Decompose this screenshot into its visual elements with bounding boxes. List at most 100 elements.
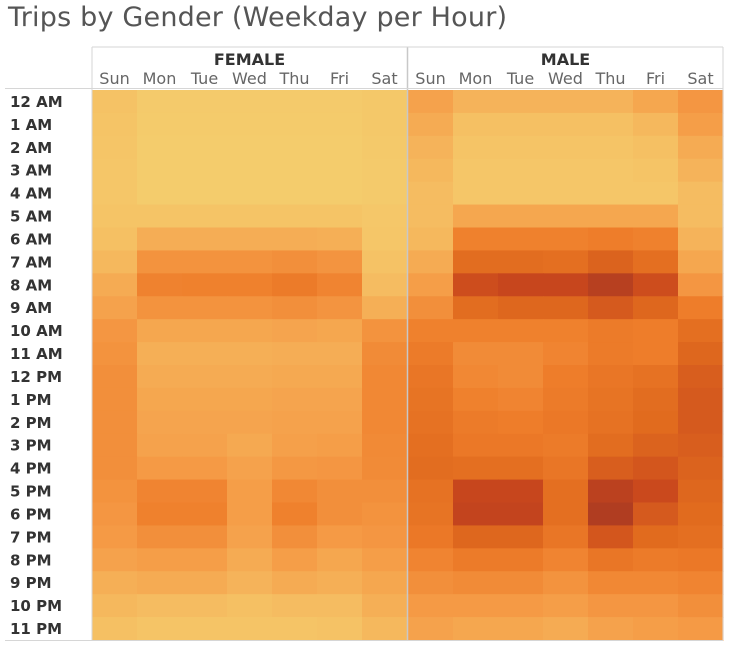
heatmap-cell <box>227 90 273 114</box>
heatmap-cell <box>317 90 363 114</box>
heatmap-cell <box>543 227 589 252</box>
heatmap-cell <box>317 433 363 458</box>
heatmap-cell <box>362 387 408 412</box>
heatmap-cell <box>137 135 183 160</box>
heatmap-cell <box>227 250 273 274</box>
day-label: Thu <box>278 69 309 88</box>
heatmap-cell <box>588 296 634 320</box>
heatmap-cell <box>588 433 634 458</box>
heatmap-cell <box>137 479 183 504</box>
heatmap-cell <box>408 112 454 137</box>
heatmap-cell <box>272 525 318 549</box>
hour-label: 1 AM <box>10 116 52 134</box>
heatmap-cell <box>272 594 318 618</box>
heatmap-cell <box>408 296 454 320</box>
heatmap-cell <box>498 204 544 229</box>
heatmap-cell <box>182 433 228 458</box>
heatmap-cell <box>182 617 228 641</box>
heatmap-cell <box>92 181 138 206</box>
heatmap-cell <box>362 342 408 366</box>
heatmap-cell <box>317 410 363 435</box>
heatmap-cell <box>227 158 273 183</box>
heatmap-cell <box>227 204 273 229</box>
heatmap-cell <box>678 250 724 274</box>
heatmap-cell <box>453 365 499 389</box>
heatmap-cell <box>543 525 589 549</box>
heatmap-cell <box>92 135 138 160</box>
heatmap-cell <box>182 296 228 320</box>
heatmap-cell <box>678 204 724 229</box>
heatmap-cell <box>498 273 544 297</box>
heatmap-cell <box>317 387 363 412</box>
heatmap-cell <box>588 525 634 549</box>
heatmap-cell <box>272 479 318 504</box>
heatmap-cell <box>633 90 679 114</box>
heatmap-cell <box>272 387 318 412</box>
heatmap-cell <box>633 112 679 137</box>
heatmap-cell <box>92 479 138 504</box>
heatmap-cell <box>453 342 499 366</box>
heatmap-cell <box>317 342 363 366</box>
heatmap-cell <box>498 90 544 114</box>
hour-label: 6 PM <box>10 505 52 523</box>
heatmap-cell <box>498 456 544 481</box>
heatmap-cell <box>272 410 318 435</box>
heatmap-cell <box>182 456 228 481</box>
heatmap-cell <box>498 525 544 549</box>
heatmap-cell <box>182 90 228 114</box>
heatmap-cell <box>317 502 363 527</box>
hour-label: 12 PM <box>10 368 62 386</box>
hour-label: 11 PM <box>10 620 62 638</box>
heatmap-cell <box>453 433 499 458</box>
heatmap-cell <box>92 433 138 458</box>
heatmap-cell <box>92 525 138 549</box>
heatmap-cell <box>137 433 183 458</box>
heatmap-cell <box>453 525 499 549</box>
heatmap-cell <box>408 342 454 366</box>
heatmap-cell <box>272 112 318 137</box>
hour-label: 8 AM <box>10 276 52 294</box>
heatmap-cell <box>182 410 228 435</box>
heatmap-cell <box>227 525 273 549</box>
heatmap-cell <box>408 410 454 435</box>
heatmap-cell <box>137 365 183 389</box>
heatmap-cell <box>92 90 138 114</box>
heatmap-cell <box>588 342 634 366</box>
heatmap-cell <box>498 296 544 320</box>
heatmap-cell <box>227 135 273 160</box>
heatmap-cell <box>408 502 454 527</box>
heatmap-cell <box>362 250 408 274</box>
heatmap-cell <box>588 319 634 343</box>
heatmap-cell <box>362 410 408 435</box>
hour-label: 3 PM <box>10 437 52 455</box>
heatmap-cell <box>543 433 589 458</box>
heatmap-cell <box>678 296 724 320</box>
heatmap-cell <box>498 502 544 527</box>
heatmap-cell <box>137 296 183 320</box>
hour-label: 8 PM <box>10 551 52 569</box>
heatmap-cell <box>317 204 363 229</box>
heatmap-cell <box>92 342 138 366</box>
heatmap-cell <box>588 571 634 595</box>
heatmap-cell <box>92 617 138 641</box>
heatmap-cell <box>453 296 499 320</box>
heatmap-cell <box>498 135 544 160</box>
heatmap-cell <box>678 135 724 160</box>
heatmap-cell <box>453 502 499 527</box>
heatmap-cell <box>408 181 454 206</box>
heatmap-cell <box>227 617 273 641</box>
heatmap-cell <box>453 112 499 137</box>
heatmap-cell <box>543 342 589 366</box>
heatmap-cell <box>227 365 273 389</box>
heatmap-cell <box>498 365 544 389</box>
heatmap-cell <box>633 594 679 618</box>
heatmap-cell <box>272 548 318 572</box>
day-label: Mon <box>143 69 177 88</box>
heatmap-cell <box>227 410 273 435</box>
hour-label: 5 PM <box>10 483 52 501</box>
day-label: Mon <box>459 69 493 88</box>
heatmap-cell <box>498 158 544 183</box>
heatmap-cell <box>678 433 724 458</box>
heatmap-cell <box>678 387 724 412</box>
